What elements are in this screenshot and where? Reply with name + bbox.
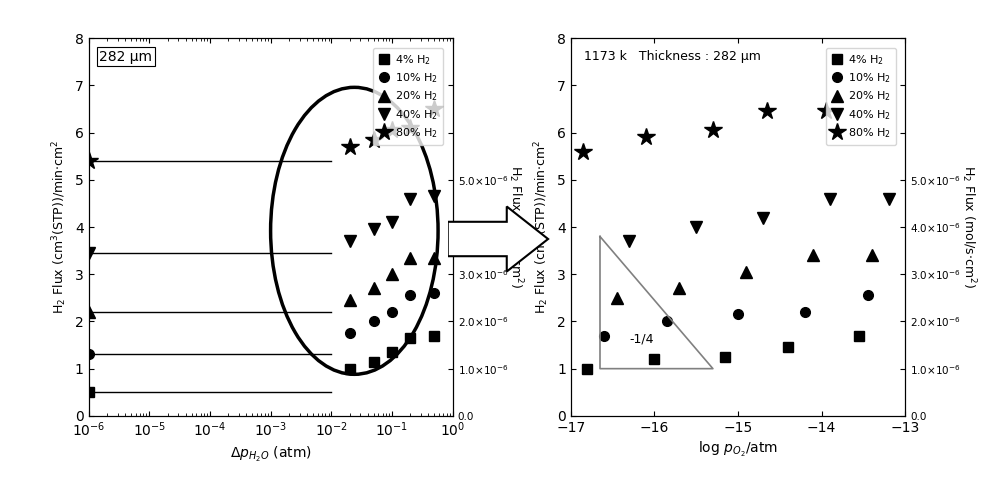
Text: 1173 k   Thickness : 282 μm: 1173 k Thickness : 282 μm — [584, 50, 761, 63]
X-axis label: $\Delta p_{H_2O}$ (atm): $\Delta p_{H_2O}$ (atm) — [229, 445, 312, 464]
X-axis label: log $p_{O_2}$/atm: log $p_{O_2}$/atm — [698, 440, 778, 459]
Text: -1/4: -1/4 — [630, 332, 653, 345]
Text: 282 μm: 282 μm — [99, 50, 153, 64]
Y-axis label: H$_2$ Flux (mol/s$\cdot$cm$^2$): H$_2$ Flux (mol/s$\cdot$cm$^2$) — [506, 165, 524, 289]
Y-axis label: H$_2$ Flux (cm$^3$(STP))/min$\cdot$cm$^2$: H$_2$ Flux (cm$^3$(STP))/min$\cdot$cm$^2… — [50, 140, 69, 315]
FancyArrow shape — [448, 206, 548, 272]
Y-axis label: H$_2$ Flux (mol/s$\cdot$cm$^2$): H$_2$ Flux (mol/s$\cdot$cm$^2$) — [958, 165, 977, 289]
Legend: 4% H$_2$, 10% H$_2$, 20% H$_2$, 40% H$_2$, 80% H$_2$: 4% H$_2$, 10% H$_2$, 20% H$_2$, 40% H$_2… — [826, 48, 896, 145]
Y-axis label: H$_2$ Flux (cm$^3$(STP))/min$\cdot$cm$^2$: H$_2$ Flux (cm$^3$(STP))/min$\cdot$cm$^2… — [532, 140, 551, 315]
Legend: 4% H$_2$, 10% H$_2$, 20% H$_2$, 40% H$_2$, 80% H$_2$: 4% H$_2$, 10% H$_2$, 20% H$_2$, 40% H$_2… — [373, 48, 444, 145]
